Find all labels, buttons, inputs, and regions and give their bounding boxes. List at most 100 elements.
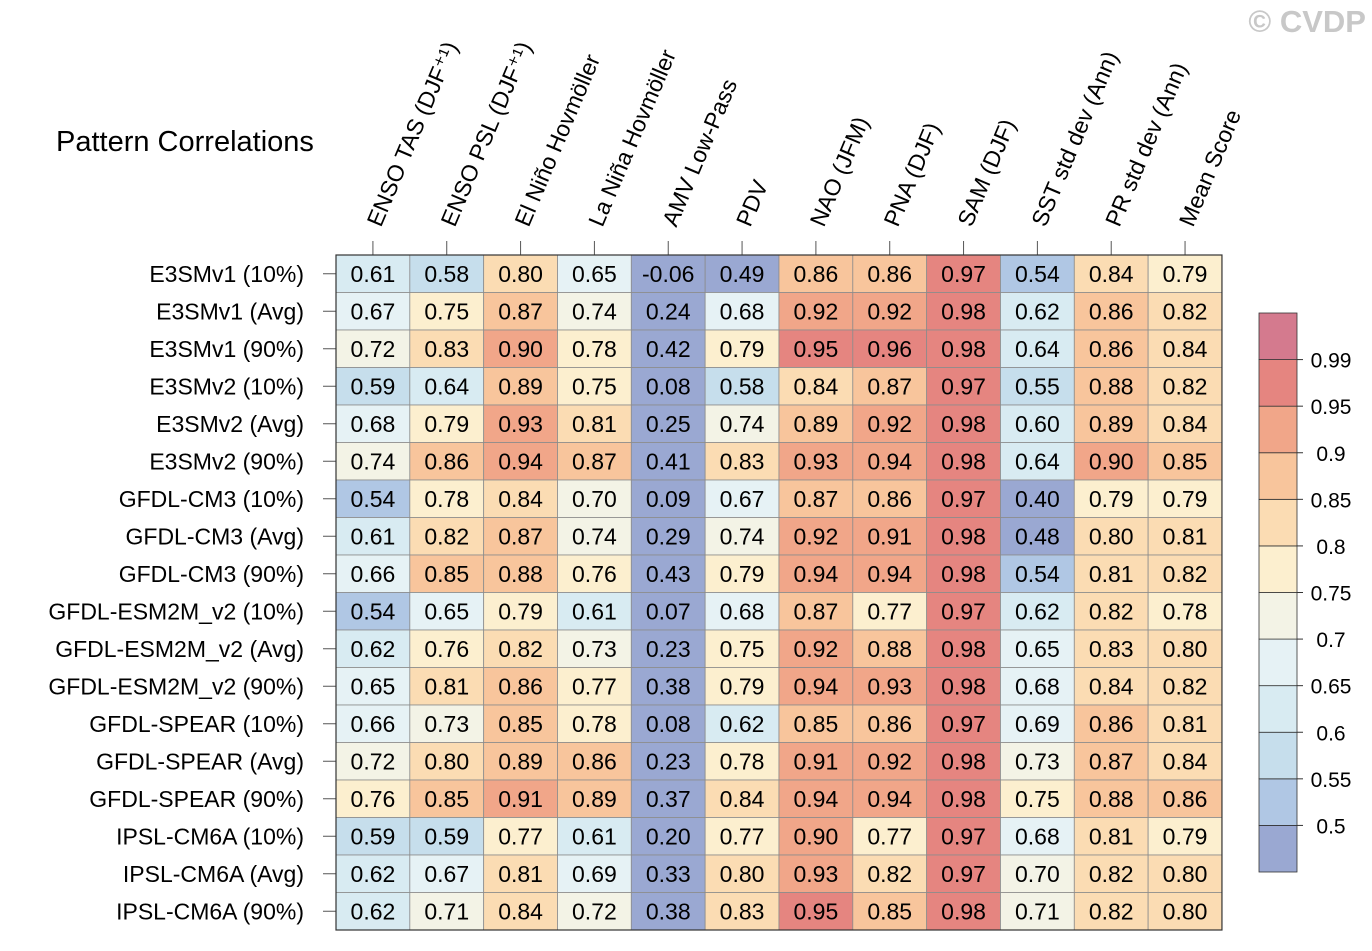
- cell-value: 0.84: [794, 373, 839, 399]
- heatmap-cell: [335, 404, 411, 443]
- cell-value: 0.84: [1163, 336, 1208, 362]
- heatmap-cell: [1073, 779, 1149, 818]
- cell-value: 0.80: [498, 261, 543, 287]
- heatmap-cell: [1000, 892, 1075, 931]
- cell-value: 0.79: [424, 411, 469, 437]
- cell-value: 0.84: [720, 786, 765, 812]
- heatmap-cell: [483, 704, 558, 743]
- heatmap-cell: [852, 479, 928, 518]
- cell-value: 0.81: [498, 861, 543, 887]
- cell-value: 0.80: [1163, 861, 1208, 887]
- cell-value: 0.40: [1015, 486, 1060, 512]
- cell-value: 0.84: [1163, 748, 1208, 774]
- cell-value: 0.82: [424, 523, 469, 549]
- heatmap-cell: [1000, 517, 1075, 556]
- colorbar-label: 0.6: [1316, 722, 1345, 745]
- cell-value: 0.62: [351, 636, 396, 662]
- heatmap-cell: [704, 292, 780, 331]
- colorbar-swatch: [1258, 592, 1298, 640]
- cell-value: 0.98: [941, 898, 986, 924]
- colorbar-label: 0.85: [1311, 489, 1352, 512]
- heatmap-cell: [778, 817, 854, 856]
- cell-value: 0.43: [646, 561, 691, 587]
- heatmap-cell: [926, 367, 1001, 406]
- cell-value: 0.86: [867, 261, 912, 287]
- heatmap-cell: [1000, 592, 1075, 631]
- heatmap-cell: [926, 592, 1001, 631]
- heatmap-cell: [483, 554, 558, 593]
- heatmap-cell: [852, 892, 928, 931]
- heatmap-cell: [1000, 704, 1075, 743]
- heatmap-cell: [335, 892, 411, 931]
- cell-value: 0.70: [572, 486, 617, 512]
- row-label: IPSL-CM6A (10%): [116, 823, 304, 849]
- cell-value: 0.78: [720, 748, 765, 774]
- cell-value: 0.90: [498, 336, 543, 362]
- cell-value: 0.79: [720, 336, 765, 362]
- colorbar-swatch: [1258, 312, 1298, 360]
- cell-value: 0.64: [424, 373, 469, 399]
- cell-value: 0.83: [1089, 636, 1134, 662]
- heatmap-cell: [704, 329, 780, 368]
- heatmap-cell: [630, 517, 706, 556]
- heatmap-cell: [852, 442, 928, 481]
- cell-value: 0.61: [351, 261, 396, 287]
- cell-value: 0.84: [1089, 673, 1134, 699]
- heatmap-cell: [852, 854, 928, 893]
- heatmap-cell: [852, 367, 928, 406]
- cell-value: 0.80: [1089, 523, 1134, 549]
- heatmap-cell: [483, 667, 558, 706]
- cell-value: 0.37: [646, 786, 691, 812]
- cell-value: 0.07: [646, 598, 691, 624]
- cell-value: 0.80: [424, 748, 469, 774]
- cell-value: 0.83: [720, 898, 765, 924]
- heatmap-cell: [1000, 629, 1075, 668]
- cell-value: 0.64: [1015, 448, 1060, 474]
- cell-value: 0.94: [867, 561, 912, 587]
- cell-value: 0.69: [1015, 711, 1060, 737]
- cell-value: 0.74: [572, 523, 617, 549]
- heatmap-cell: [1073, 517, 1149, 556]
- cell-value: 0.68: [1015, 823, 1060, 849]
- heatmap-cell: [335, 479, 411, 518]
- colorbar-label: 0.55: [1311, 769, 1352, 792]
- cell-value: 0.96: [867, 336, 912, 362]
- watermark: © CVDP: [1248, 4, 1366, 39]
- colorbar-swatch: [1258, 825, 1298, 873]
- heatmap-cell: [483, 779, 558, 818]
- colorbar-label: 0.75: [1311, 583, 1352, 606]
- cell-value: 0.91: [867, 523, 912, 549]
- cell-value: 0.79: [1163, 486, 1208, 512]
- heatmap-cell: [483, 404, 558, 443]
- cell-value: 0.95: [794, 898, 839, 924]
- heatmap-cell: [1000, 667, 1075, 706]
- heatmap-cell: [483, 742, 558, 781]
- heatmap-cell: [335, 592, 411, 631]
- heatmap-cell: [704, 704, 780, 743]
- cell-value: 0.79: [720, 561, 765, 587]
- cell-value: 0.90: [794, 823, 839, 849]
- heatmap-cell: [483, 442, 558, 481]
- heatmap-cell: [1147, 704, 1223, 743]
- cell-value: 0.79: [1089, 486, 1134, 512]
- cell-value: 0.98: [941, 673, 986, 699]
- heatmap-cell: [557, 367, 632, 406]
- cell-value: 0.54: [1015, 561, 1060, 587]
- cell-value: 0.88: [867, 636, 912, 662]
- cell-value: 0.82: [1163, 561, 1208, 587]
- heatmap-cell: [926, 329, 1001, 368]
- cell-value: 0.98: [941, 523, 986, 549]
- cell-value: 0.75: [720, 636, 765, 662]
- cell-value: 0.91: [794, 748, 839, 774]
- cell-value: 0.70: [1015, 861, 1060, 887]
- cell-value: 0.97: [941, 711, 986, 737]
- cell-value: 0.83: [720, 448, 765, 474]
- cell-value: 0.79: [720, 673, 765, 699]
- heatmap-cell: [335, 704, 411, 743]
- cell-value: 0.98: [941, 336, 986, 362]
- cell-value: 0.89: [498, 373, 543, 399]
- heatmap-cell: [335, 292, 411, 331]
- cell-value: 0.86: [1163, 786, 1208, 812]
- cell-value: 0.73: [1015, 748, 1060, 774]
- heatmap-cell: [409, 592, 485, 631]
